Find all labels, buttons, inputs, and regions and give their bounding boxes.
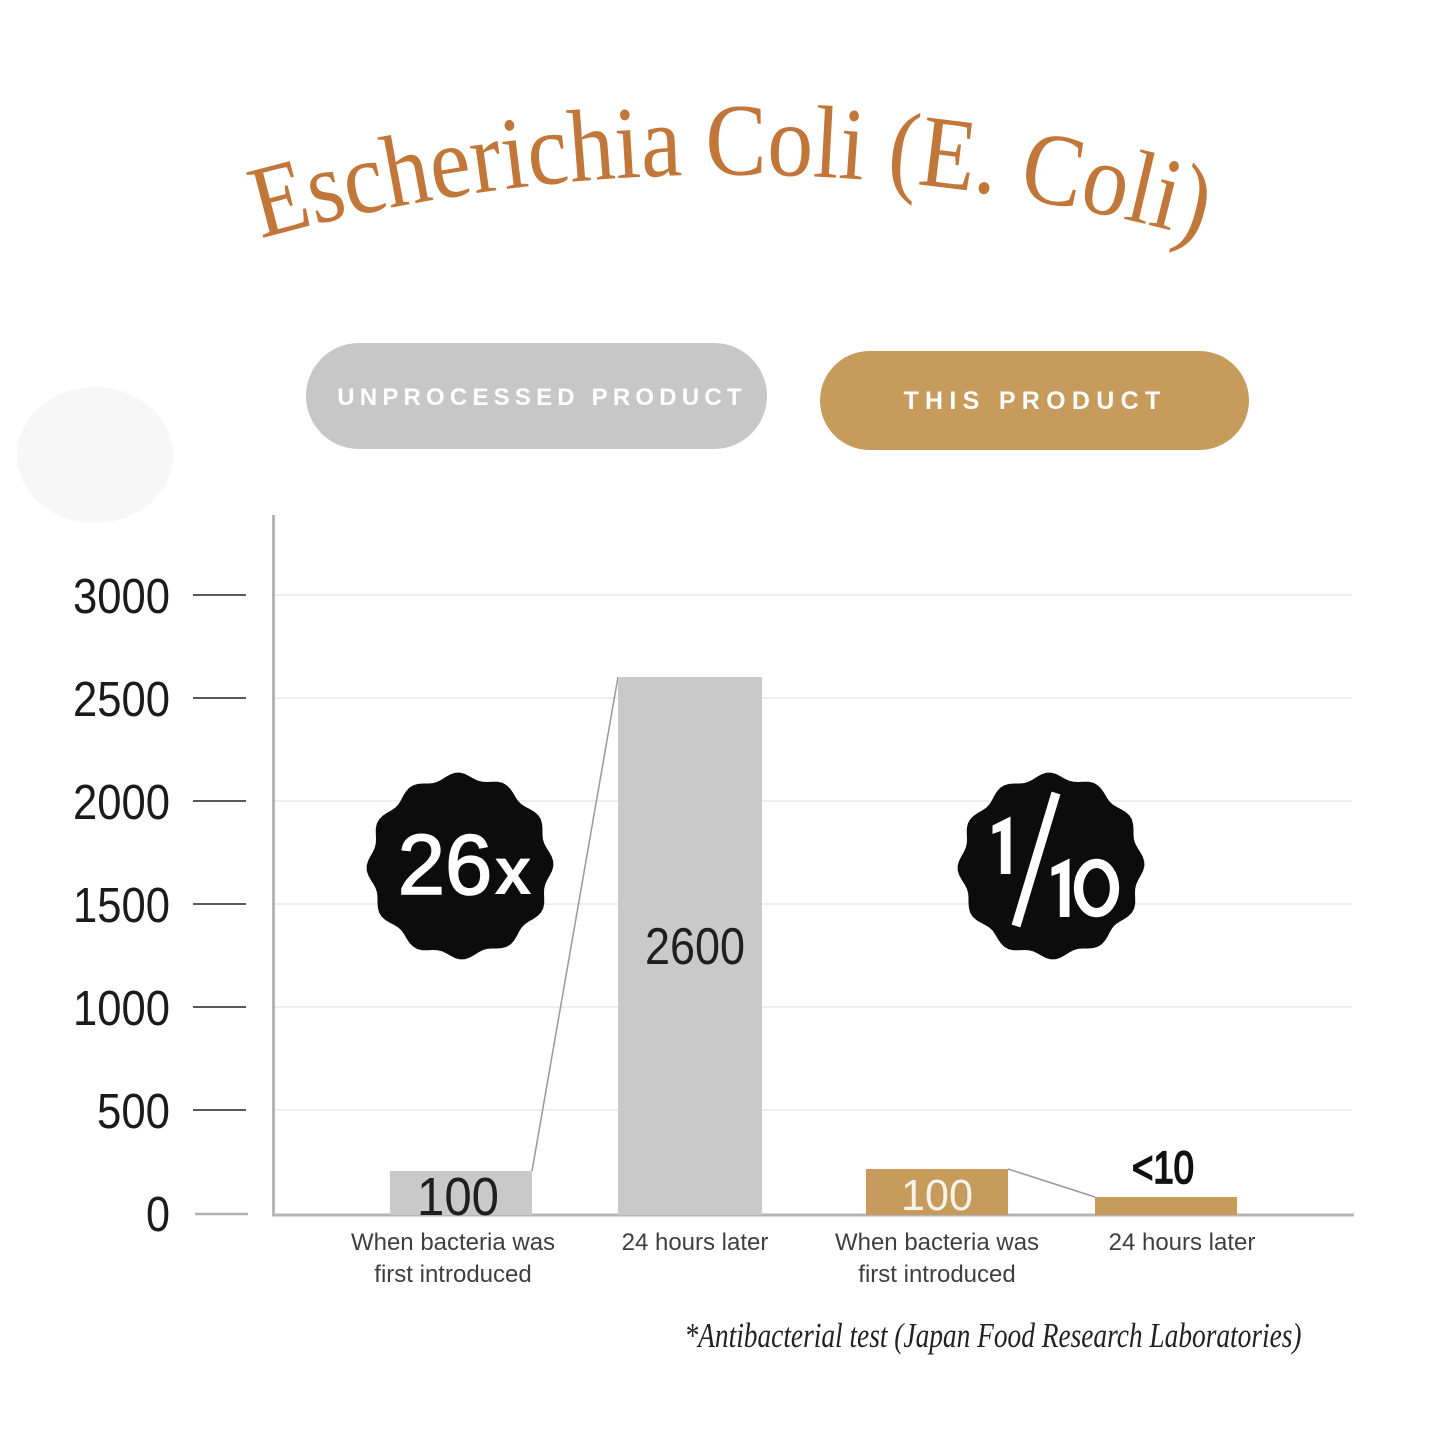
svg-text:x: x xyxy=(494,834,531,909)
svg-text:first introduced: first introduced xyxy=(374,1261,531,1288)
svg-text:24 hours later: 24 hours later xyxy=(622,1229,769,1256)
svg-text:UNPROCESSED PRODUCT: UNPROCESSED PRODUCT xyxy=(337,384,747,411)
svg-text:100: 100 xyxy=(417,1167,499,1227)
svg-text:100: 100 xyxy=(901,1171,973,1220)
svg-text:2600: 2600 xyxy=(645,918,745,976)
svg-text:500: 500 xyxy=(97,1085,170,1139)
svg-text:0: 0 xyxy=(146,1188,170,1242)
svg-text:1000: 1000 xyxy=(73,982,170,1036)
svg-text:3000: 3000 xyxy=(73,570,170,624)
svg-text:24 hours later: 24 hours later xyxy=(1109,1229,1256,1256)
svg-text:26: 26 xyxy=(398,818,493,913)
svg-text:When bacteria was: When bacteria was xyxy=(351,1229,555,1256)
svg-text:When bacteria was: When bacteria was xyxy=(835,1229,1039,1256)
svg-text:first introduced: first introduced xyxy=(858,1261,1015,1288)
svg-text:THIS PRODUCT: THIS PRODUCT xyxy=(903,387,1166,415)
svg-text:2500: 2500 xyxy=(73,673,170,727)
svg-text:2000: 2000 xyxy=(73,776,170,830)
svg-text:*Antibacterial test (Japan Foo: *Antibacterial test (Japan Food Research… xyxy=(685,1316,1302,1355)
svg-text:1500: 1500 xyxy=(73,879,170,933)
svg-text:Escherichia Coli (E. Coli): Escherichia Coli (E. Coli) xyxy=(238,83,1225,260)
svg-text:<10: <10 xyxy=(1132,1142,1194,1193)
